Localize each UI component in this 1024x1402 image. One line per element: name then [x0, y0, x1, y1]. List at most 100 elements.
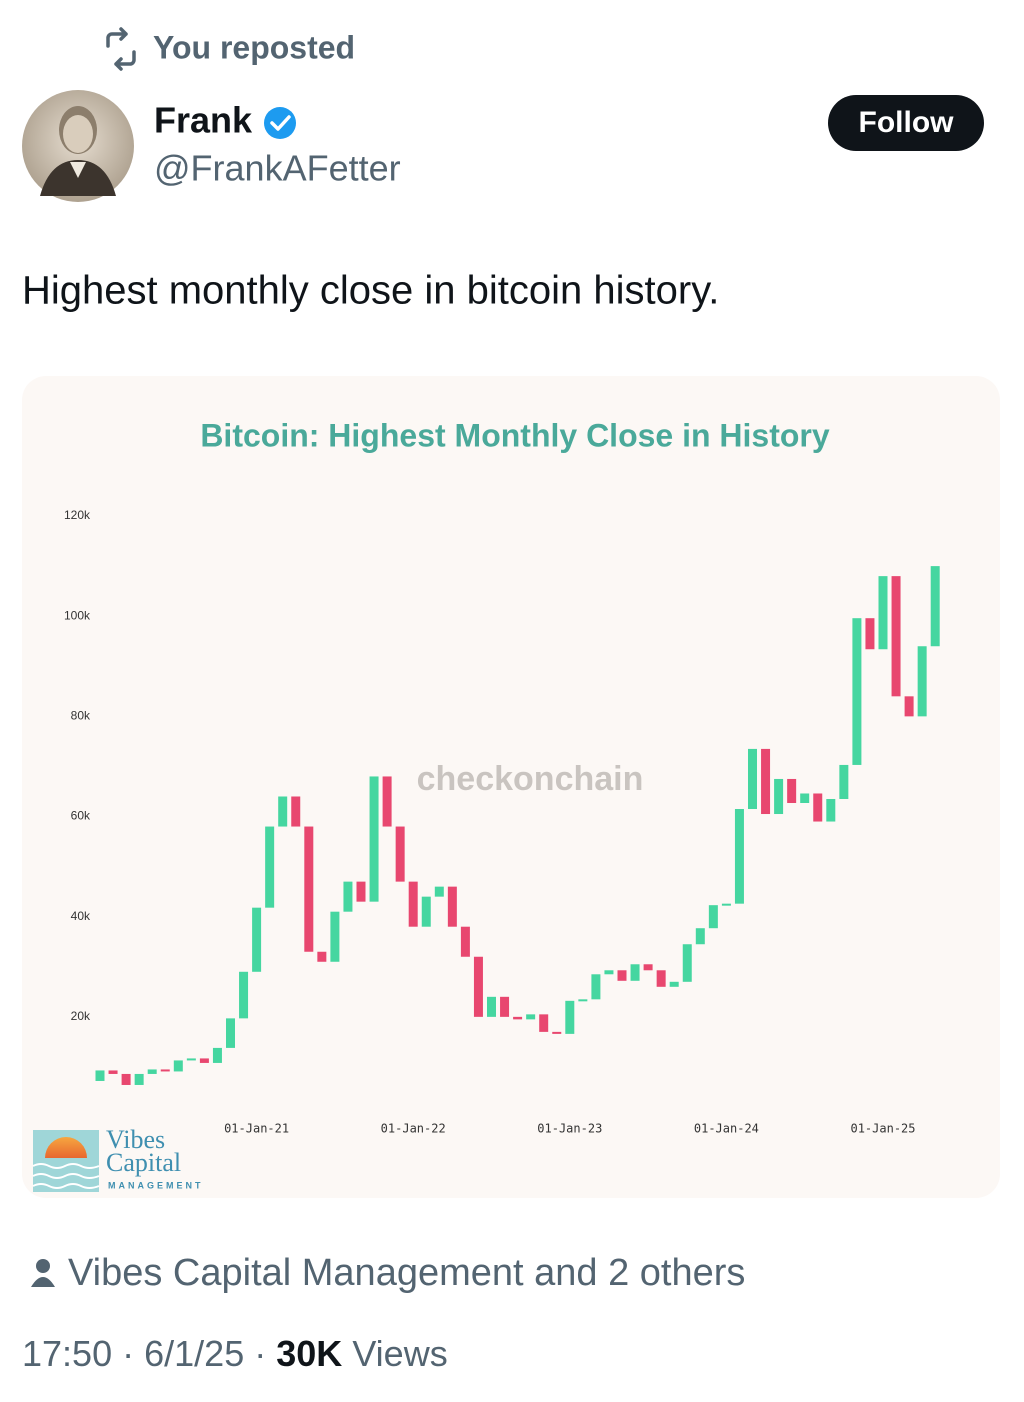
candle-body — [134, 1073, 144, 1085]
views-count: 30K — [276, 1333, 342, 1374]
logo-line: Vibes — [106, 1125, 165, 1154]
timestamp[interactable]: 17:50 · 6/1/25 · 30K Views — [22, 1333, 448, 1374]
candle-body — [199, 1058, 209, 1063]
candle-body — [513, 1016, 523, 1020]
candle-body — [278, 796, 288, 827]
tweet-text: Highest monthly close in bitcoin history… — [22, 269, 719, 313]
candle-body — [252, 907, 262, 972]
logo: Vibes Capital MANAGEMENT — [32, 1125, 204, 1192]
candle-body — [669, 981, 679, 987]
y-tick-label: 100k — [64, 608, 91, 622]
plot: 20k 40k 60k 80k 100k 120k 01-Jan-21 01-Jan-22 01… — [64, 508, 940, 1136]
candle-body — [617, 970, 627, 981]
candle-body — [643, 964, 653, 971]
repost-label: You reposted — [153, 29, 355, 65]
candle-body — [147, 1069, 157, 1074]
candle-body — [852, 618, 862, 765]
candle-body — [682, 944, 692, 982]
candle-body — [108, 1070, 118, 1074]
reposted-by[interactable]: Vibes Capital Management and 2 others — [68, 1252, 745, 1294]
candle-body — [186, 1058, 196, 1061]
follow-button[interactable]: Follow — [828, 95, 984, 151]
candle-body — [395, 826, 405, 882]
views-label: Views — [352, 1333, 447, 1374]
candle-body — [239, 971, 249, 1019]
avatar[interactable] — [22, 90, 134, 202]
candle-body — [447, 886, 457, 927]
y-tick-label: 120k — [64, 508, 91, 522]
candle-body — [761, 748, 771, 815]
candle-body — [800, 793, 810, 804]
candle-body — [695, 928, 705, 945]
x-tick-label: 01-Jan-21 — [224, 1122, 289, 1136]
candle-body — [721, 903, 731, 906]
repost-icon — [106, 27, 136, 71]
candle-body — [460, 926, 470, 957]
chart-title: Bitcoin: Highest Monthly Close in Histor… — [200, 417, 830, 453]
logo-line: MANAGEMENT — [108, 1180, 204, 1190]
candle-body — [500, 996, 510, 1017]
x-tick-label: 01-Jan-22 — [381, 1122, 446, 1136]
candle-body — [878, 576, 888, 650]
follow-label[interactable]: Follow — [859, 106, 955, 139]
candle-body — [826, 798, 836, 822]
candle-body — [656, 970, 666, 987]
candle-body — [265, 826, 275, 908]
candle-body — [552, 1031, 562, 1034]
separator: · — [254, 1333, 266, 1374]
candle-body — [487, 996, 496, 1017]
candle-body — [748, 748, 757, 810]
verified-badge — [264, 107, 296, 139]
candle-body — [578, 999, 588, 1002]
candle-body — [369, 776, 379, 902]
candle-body — [421, 896, 431, 927]
y-tick-label: 60k — [71, 809, 91, 823]
candle-body — [917, 646, 927, 717]
candle-body — [891, 576, 901, 697]
candle-body — [343, 881, 353, 912]
x-tick-label: 01-Jan-23 — [537, 1122, 602, 1136]
candle-body — [630, 964, 640, 981]
candle-body — [408, 881, 418, 927]
candle-body — [356, 881, 366, 902]
candle-body — [591, 974, 601, 1000]
candle-body — [865, 618, 875, 650]
y-tick-label: 80k — [71, 709, 91, 723]
candle-body — [226, 1018, 235, 1048]
candle-body — [734, 809, 744, 904]
watermark: checkonchain — [417, 760, 644, 798]
candle-body — [291, 796, 301, 827]
candle-body — [473, 956, 483, 1017]
candle-body — [434, 886, 444, 897]
date: 6/1/25 — [144, 1333, 244, 1374]
y-tick-label: 40k — [71, 909, 91, 923]
candle-body — [774, 778, 784, 815]
candle-body — [904, 696, 914, 717]
candle-body — [160, 1069, 170, 1072]
candle-body — [382, 776, 392, 827]
candle-body — [526, 1014, 536, 1020]
candle-body — [930, 566, 940, 647]
separator: · — [122, 1333, 134, 1374]
chart-card[interactable] — [22, 376, 1000, 1198]
candle-body — [330, 911, 340, 962]
candle-body — [787, 778, 797, 804]
logo-line: Capital — [106, 1148, 181, 1177]
candle-body — [212, 1047, 222, 1063]
candle-body — [565, 1000, 575, 1034]
author-handle[interactable]: @FrankAFetter — [154, 148, 401, 189]
candle-body — [121, 1073, 131, 1085]
y-tick-label: 20k — [71, 1009, 91, 1023]
time: 17:50 — [22, 1333, 112, 1374]
candle-body — [708, 905, 718, 929]
x-tick-label: 01-Jan-25 — [850, 1122, 915, 1136]
candle-body — [173, 1060, 183, 1072]
author-name[interactable]: Frank — [154, 100, 253, 141]
candle-body — [317, 951, 327, 962]
x-tick-label: 01-Jan-24 — [694, 1122, 759, 1136]
person-icon — [31, 1259, 55, 1287]
candle-body — [813, 793, 823, 822]
candle-body — [539, 1014, 549, 1032]
